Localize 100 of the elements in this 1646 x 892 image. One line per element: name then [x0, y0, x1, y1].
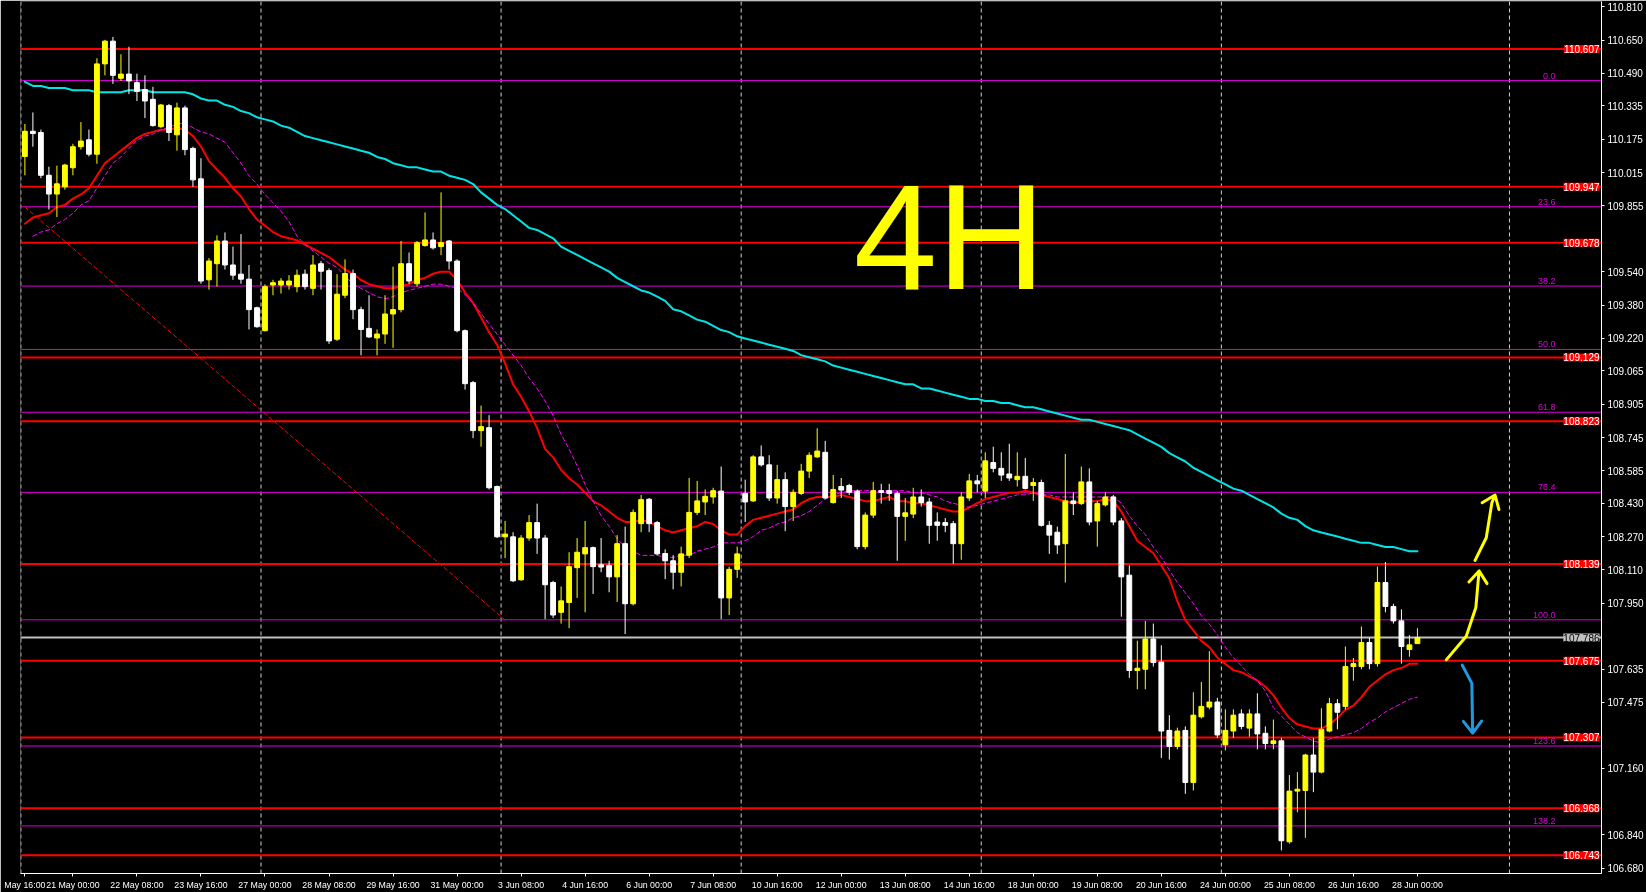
- candlestick: [1070, 491, 1077, 516]
- candlestick: [54, 165, 60, 218]
- candlestick: [222, 231, 228, 271]
- candlestick: [374, 328, 380, 356]
- candlestick: [126, 46, 132, 95]
- x-tick-label: 22 May 08:00: [110, 879, 164, 890]
- candlestick: [422, 211, 428, 248]
- x-tick-label: 4 Jun 16:00: [562, 879, 609, 890]
- candlestick: [358, 306, 364, 356]
- x-tick-label: 20 Jun 16:00: [1135, 879, 1187, 890]
- candlestick: [1094, 500, 1101, 548]
- ref-line-label: 110.607: [1564, 44, 1600, 56]
- candlestick: [102, 39, 108, 76]
- candlestick: [1382, 561, 1389, 613]
- candlestick: [62, 163, 68, 191]
- y-tick-label: 109.380: [1607, 300, 1645, 312]
- y-tick-label: 108.905: [1607, 399, 1645, 411]
- candlestick: [142, 74, 148, 119]
- x-tick-label: 28 Jun 00:00: [1392, 879, 1443, 890]
- candlestick: [1030, 477, 1037, 502]
- y-tick-label: 109.540: [1607, 266, 1645, 278]
- candlestick: [1046, 520, 1053, 555]
- candlestick: [1006, 443, 1013, 482]
- annotation: 38.2: [1537, 276, 1556, 287]
- candlestick: [1270, 719, 1277, 750]
- candlestick: [590, 546, 597, 595]
- candlestick: [430, 231, 436, 251]
- candlestick: [1238, 708, 1245, 730]
- y-tick-label: 110.810: [1607, 1, 1644, 13]
- candlestick: [894, 490, 901, 562]
- candlestick: [934, 511, 941, 542]
- candlestick: [1294, 771, 1301, 813]
- candlestick: [558, 585, 565, 625]
- candlestick: [1198, 681, 1205, 719]
- candlestick: [534, 503, 540, 555]
- x-tick-label: 28 May 08:00: [302, 879, 356, 890]
- candlestick: [1350, 657, 1357, 682]
- candlestick: [1206, 650, 1213, 710]
- candlestick: [742, 479, 749, 523]
- candlestick: [926, 497, 933, 545]
- candlestick: [702, 488, 709, 516]
- candlestick: [798, 463, 805, 496]
- y-tick-label: 110.650: [1607, 35, 1644, 47]
- x-tick-label: 31 May 00:00: [430, 879, 484, 890]
- x-tick-label: 25 Jun 08:00: [1263, 879, 1315, 890]
- ref-line-label: 108.823: [1563, 416, 1600, 428]
- candlestick: [1174, 727, 1181, 750]
- candlestick: [806, 451, 813, 479]
- candlestick: [238, 233, 244, 285]
- candlestick: [774, 464, 781, 505]
- y-tick-label: 110.015: [1607, 167, 1644, 179]
- y-tick-label: 106.680: [1607, 863, 1645, 875]
- candlestick: [1366, 637, 1373, 670]
- candlestick: [1310, 737, 1317, 793]
- x-tick-label: 13 Jun 08:00: [879, 879, 931, 890]
- annotation: 0.0: [1542, 70, 1556, 81]
- candlestick: [670, 554, 677, 590]
- y-tick-label: 107.635: [1607, 664, 1645, 676]
- y-tick-label: 110.175: [1607, 134, 1644, 146]
- x-tick-label: 12 Jun 00:00: [815, 879, 867, 890]
- x-tick-label: 21 May 00:00: [46, 879, 100, 890]
- candlestick: [678, 546, 685, 587]
- candlestick: [478, 405, 484, 448]
- x-tick-label: May 16:00: [4, 879, 46, 890]
- candlestick: [758, 444, 765, 467]
- candlestick: [526, 514, 532, 542]
- y-tick-label: 108.270: [1607, 531, 1645, 543]
- candlestick: [134, 73, 140, 102]
- candlestick: [990, 446, 997, 473]
- y-tick-label: 107.950: [1607, 598, 1645, 610]
- y-tick-label: 110.335: [1607, 100, 1644, 112]
- candlestick: [1014, 451, 1021, 488]
- annotation: 76.4: [1537, 482, 1556, 493]
- candlestick: [294, 269, 300, 293]
- y-tick-label: 109.855: [1607, 200, 1645, 212]
- candlestick: [230, 246, 236, 281]
- candlestick: [1054, 526, 1061, 555]
- ref-line-label: 109.678: [1563, 237, 1600, 249]
- candlestick: [78, 121, 84, 151]
- candlestick: [878, 483, 885, 505]
- candlestick: [1254, 692, 1261, 750]
- candlestick: [214, 234, 220, 288]
- y-tick-label: 107.475: [1607, 697, 1645, 709]
- candlestick: [1166, 714, 1173, 761]
- candlestick: [86, 129, 92, 157]
- candlestick: [46, 166, 52, 210]
- candlestick: [70, 143, 76, 176]
- x-tick-label: 3 Jun 08:00: [498, 879, 545, 890]
- candlestick: [1406, 634, 1413, 658]
- annotation: 100.0: [1532, 609, 1556, 620]
- annotation: 61.8: [1537, 402, 1556, 413]
- candlestick: [438, 191, 444, 256]
- annotation: 138.2: [1532, 815, 1556, 826]
- ref-line-label: 109.947: [1563, 181, 1600, 193]
- candlestick: [302, 269, 308, 291]
- x-tick-label: 24 Jun 00:00: [1199, 879, 1251, 890]
- y-tick-label: 108.430: [1607, 498, 1645, 510]
- candlestick: [1390, 603, 1397, 625]
- x-tick-label: 18 Jun 00:00: [1007, 879, 1059, 890]
- line-series: [23, 80, 1419, 553]
